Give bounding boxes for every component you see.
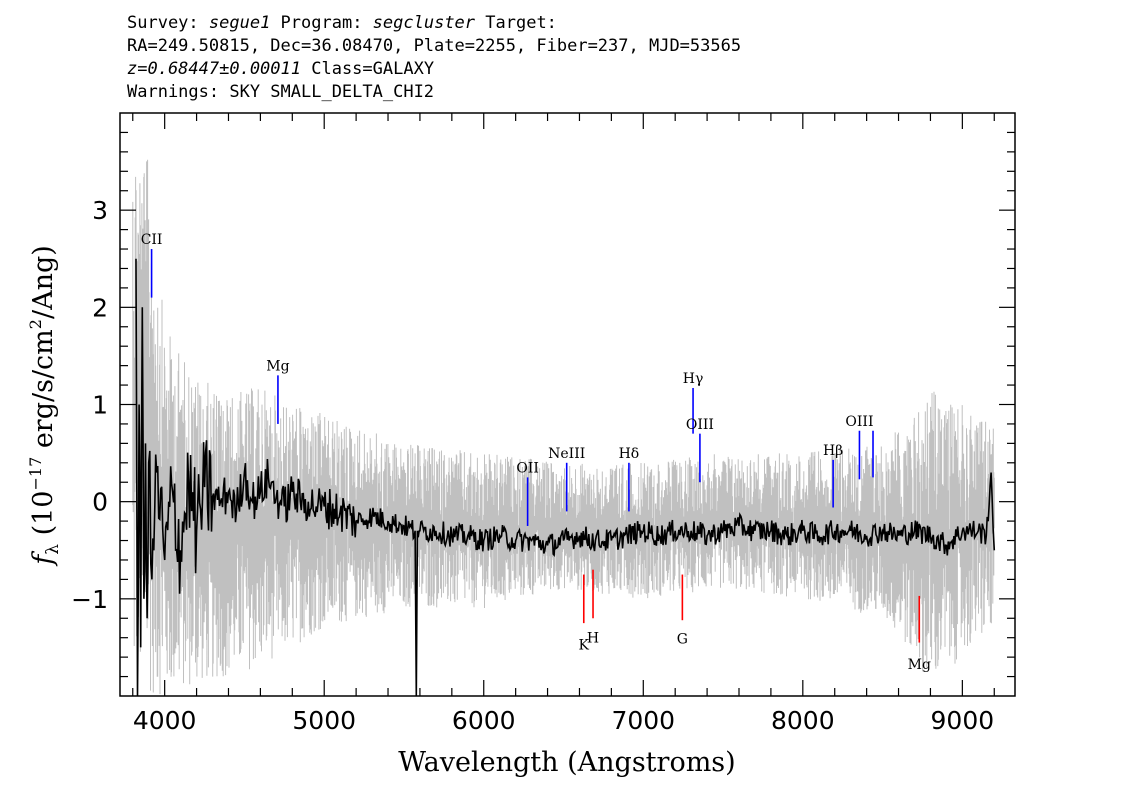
emission-line-label-2: OII (516, 461, 539, 477)
emission-line-label-4: Hδ (619, 446, 640, 462)
target-label: Target: (475, 13, 557, 33)
y-tick-label: 0 (92, 488, 108, 517)
absorption-line-label-2: G (677, 632, 688, 648)
emission-line-label-6: OIII (686, 417, 714, 433)
header-line-coordinates: RA=249.50815, Dec=36.08470, Plate=2255, … (127, 36, 742, 56)
program-value: segcluster (372, 13, 476, 33)
emission-line-label-0: CII (141, 232, 163, 248)
emission-line-label-8: OIII (845, 414, 873, 430)
x-tick-label: 4000 (133, 706, 197, 735)
redshift-value: z=0.68447±0.00011 (127, 59, 301, 79)
emission-line-label-5: Hγ (683, 371, 704, 387)
header-line-survey: Survey: segue1 Program: segcluster Targe… (127, 12, 741, 35)
y-tick-label: 2 (92, 293, 108, 322)
x-tick-label: 9000 (931, 706, 995, 735)
plot-axes: 4000 5000 6000 7000 8000 9000 −1 0 1 2 3 (71, 112, 1016, 735)
x-tick-label: 5000 (292, 706, 356, 735)
y-axis-title: fλ (10−17 erg/s/cm2/Ang) (26, 245, 63, 567)
absorption-line-label-1: H (587, 631, 599, 647)
class-value: Class=GALAXY (301, 59, 435, 79)
x-axis-title: Wavelength (Angstroms) (398, 747, 735, 778)
x-tick-label: 6000 (452, 706, 516, 735)
absorption-line-label-0: K (579, 637, 590, 653)
header-line-redshift: z=0.68447±0.00011 Class=GALAXY (127, 58, 741, 81)
emission-line-label-3: NeIII (548, 446, 585, 462)
emission-line-label-1: Mg (266, 358, 289, 374)
survey-value: segue1 (208, 13, 271, 33)
y-tick-label: 3 (92, 196, 108, 225)
survey-label: Survey: (127, 13, 209, 33)
x-tick-label: 8000 (771, 706, 835, 735)
spectrum-header: Survey: segue1 Program: segcluster Targe… (127, 12, 741, 104)
absorption-line-label-3: Mg (908, 657, 931, 673)
flux-series (135, 258, 996, 696)
program-label: Program: (270, 13, 373, 33)
emission-line-label-7: Hβ (823, 443, 843, 459)
y-tick-label: −1 (71, 585, 108, 614)
y-tick-label: 1 (92, 391, 108, 420)
header-line-warnings: Warnings: SKY SMALL_DELTA_CHI2 (127, 82, 435, 102)
x-tick-label: 7000 (611, 706, 675, 735)
flux-path (135, 258, 996, 696)
